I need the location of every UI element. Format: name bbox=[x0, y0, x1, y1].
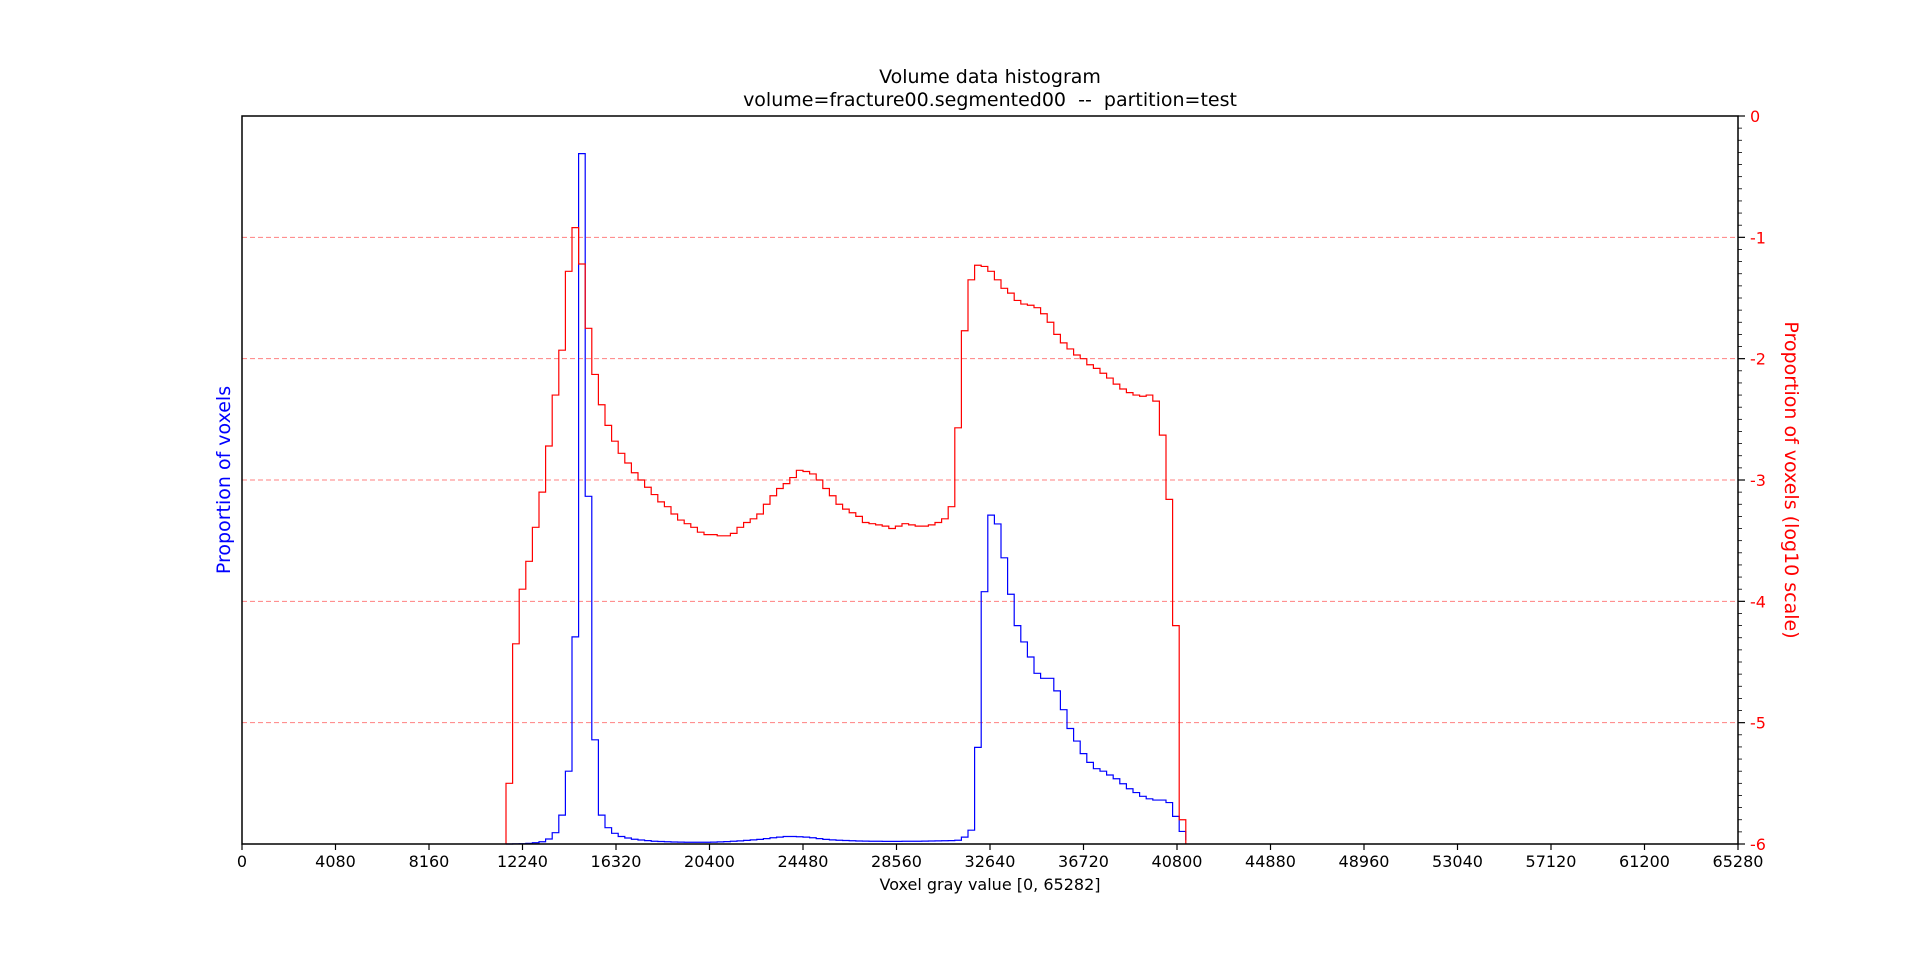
x-tick-label: 65280 bbox=[1713, 852, 1764, 871]
x-tick-label: 36720 bbox=[1058, 852, 1109, 871]
x-tick-label: 24480 bbox=[778, 852, 829, 871]
y-axis-label-left: Proportion of voxels bbox=[213, 386, 235, 574]
x-tick-label: 4080 bbox=[315, 852, 356, 871]
right-tick-label: 0 bbox=[1750, 107, 1760, 126]
right-tick-label: -2 bbox=[1750, 350, 1766, 369]
linear-histogram-series bbox=[505, 153, 1187, 845]
right-tick-label: -1 bbox=[1750, 228, 1766, 247]
x-tick-label: 32640 bbox=[965, 852, 1016, 871]
right-tick-label: -5 bbox=[1750, 714, 1766, 733]
x-tick-label: 61200 bbox=[1619, 852, 1670, 871]
x-tick-label: 57120 bbox=[1526, 852, 1577, 871]
x-tick-label: 0 bbox=[237, 852, 247, 871]
chart-subtitle: volume=fracture00.segmented00 -- partiti… bbox=[743, 89, 1237, 111]
y-axis-label-right: Proportion of voxels (log10 scale) bbox=[1780, 321, 1802, 638]
x-tick-label: 20400 bbox=[684, 852, 735, 871]
log-histogram-series bbox=[505, 227, 1187, 844]
chart-title: Volume data histogram bbox=[879, 66, 1101, 88]
x-tick-label: 44880 bbox=[1245, 852, 1296, 871]
x-tick-label: 16320 bbox=[591, 852, 642, 871]
x-tick-label: 48960 bbox=[1339, 852, 1390, 871]
x-tick-label: 40800 bbox=[1152, 852, 1203, 871]
grid-lines bbox=[242, 236, 1738, 724]
x-tick-label: 8160 bbox=[409, 852, 450, 871]
right-tick-label: -4 bbox=[1750, 592, 1766, 611]
x-tick-label: 12240 bbox=[497, 852, 548, 871]
x-axis-ticks: 0 4080 8160 12240 16320 20400 24480 28560 32640 3… bbox=[237, 844, 1764, 871]
data-series bbox=[505, 153, 1187, 845]
x-tick-label: 53040 bbox=[1432, 852, 1483, 871]
x-tick-label: 28560 bbox=[871, 852, 922, 871]
right-tick-label: -6 bbox=[1750, 835, 1766, 854]
right-axis-ticks: 0 -1 -2 -3 -4 -5 -6 bbox=[1738, 107, 1766, 854]
right-tick-label: -3 bbox=[1750, 471, 1766, 490]
x-axis-label: Voxel gray value [0, 65282] bbox=[880, 875, 1101, 894]
